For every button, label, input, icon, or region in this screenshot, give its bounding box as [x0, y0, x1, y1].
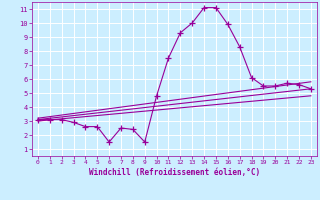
X-axis label: Windchill (Refroidissement éolien,°C): Windchill (Refroidissement éolien,°C) — [89, 168, 260, 177]
